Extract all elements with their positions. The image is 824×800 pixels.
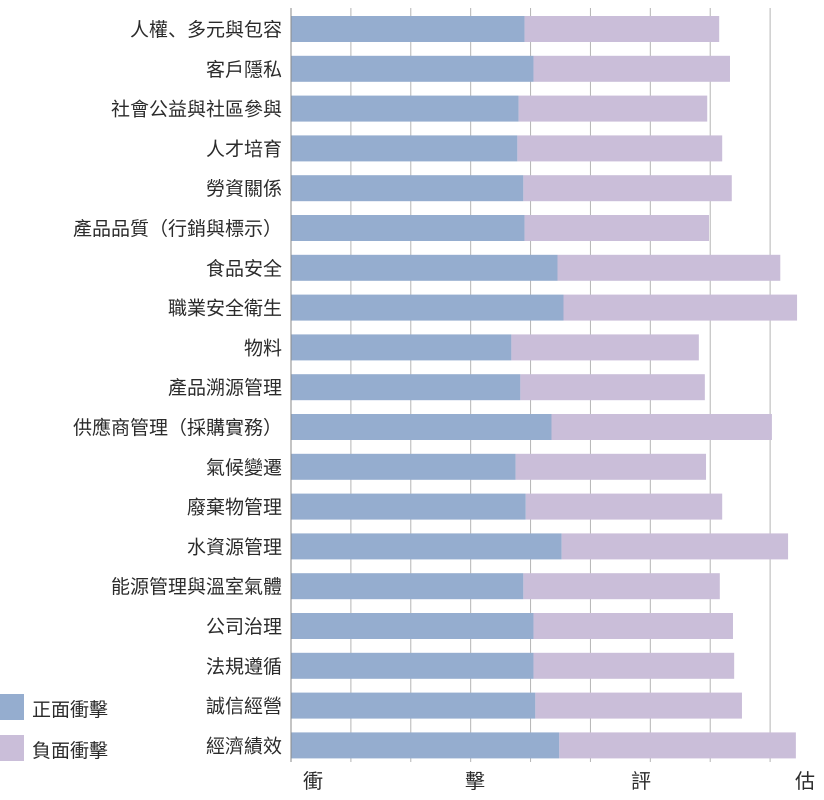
bar-positive (291, 652, 534, 679)
bar-positive (291, 55, 534, 82)
category-label: 公司治理 (206, 616, 282, 638)
bar-negative (524, 215, 710, 241)
legend-swatch-negative (0, 735, 24, 761)
bar-negative (524, 16, 720, 42)
bar-negative (517, 135, 723, 162)
legend-swatch-positive (0, 694, 24, 720)
legend-label-negative: 負面衝擊 (32, 740, 109, 762)
x-axis-title-char: 評 (631, 769, 651, 793)
bar-positive (291, 95, 519, 122)
bar-positive (291, 254, 558, 281)
legend-item-negative: 負面衝擊 (0, 735, 160, 765)
bar-negative (563, 294, 798, 321)
x-axis-label: 衝擊評估 (303, 769, 815, 793)
bar-positive (291, 334, 512, 361)
bar-negative (533, 55, 730, 82)
category-label: 勞資關係 (206, 178, 282, 200)
bar-negative (559, 732, 796, 759)
category-label: 產品品質（行銷與標示） (73, 218, 282, 240)
category-label: 法規遵循 (206, 656, 282, 678)
bar-negative (518, 95, 708, 122)
category-label: 客戶隱私 (206, 59, 282, 81)
bar-positive (291, 573, 524, 600)
bar-positive (291, 215, 525, 241)
bar-negative (511, 334, 699, 361)
x-axis-title-char: 衝 (303, 769, 323, 793)
category-label: 經濟績效 (206, 735, 282, 757)
category-label: 人權、多元與包容 (130, 19, 282, 41)
category-label: 廢棄物管理 (187, 497, 282, 519)
bar-positive (291, 692, 536, 719)
bars (290, 8, 798, 762)
category-label: 職業安全衛生 (168, 298, 282, 320)
bar-negative (525, 493, 723, 520)
category-label: 社會公益與社區參與 (111, 99, 282, 121)
bar-positive (291, 493, 526, 520)
bar-positive (291, 732, 560, 759)
category-label: 物料 (244, 337, 282, 359)
bar-negative (535, 692, 742, 719)
legend-label-positive: 正面衝擊 (32, 699, 109, 721)
bar-positive (291, 175, 524, 202)
legend-item-positive: 正面衝擊 (0, 694, 160, 724)
category-label: 誠信經營 (206, 696, 282, 718)
bar-positive (291, 613, 534, 639)
bar-negative (551, 414, 772, 440)
category-label: 供應商管理（採購實務） (73, 416, 282, 439)
bar-negative (533, 613, 733, 639)
category-label: 水資源管理 (187, 536, 282, 558)
bar-negative (523, 175, 732, 202)
bar-positive (291, 414, 552, 440)
category-label: 氣候變遷 (206, 457, 282, 479)
bar-negative (520, 374, 705, 401)
category-labels: 人權、多元與包容客戶隱私社會公益與社區參與人才培育勞資關係產品品質（行銷與標示）… (73, 19, 282, 757)
bar-positive (291, 453, 516, 480)
bar-negative (523, 573, 720, 600)
bar-negative (557, 254, 781, 281)
bar-negative (561, 533, 789, 560)
bar-negative (533, 652, 735, 679)
x-axis-title-char: 估 (795, 769, 815, 793)
bar-positive (291, 294, 564, 321)
bar-positive (291, 374, 521, 401)
bar-positive (291, 533, 562, 560)
x-axis-title-char: 擊 (465, 769, 485, 793)
category-label: 食品安全 (206, 258, 282, 280)
category-label: 人才培育 (206, 138, 282, 160)
bar-positive (291, 135, 518, 162)
bar-negative (515, 453, 707, 480)
category-label: 產品溯源管理 (168, 377, 282, 399)
category-label: 能源管理與溫室氣體 (111, 576, 282, 598)
bar-positive (291, 16, 525, 42)
